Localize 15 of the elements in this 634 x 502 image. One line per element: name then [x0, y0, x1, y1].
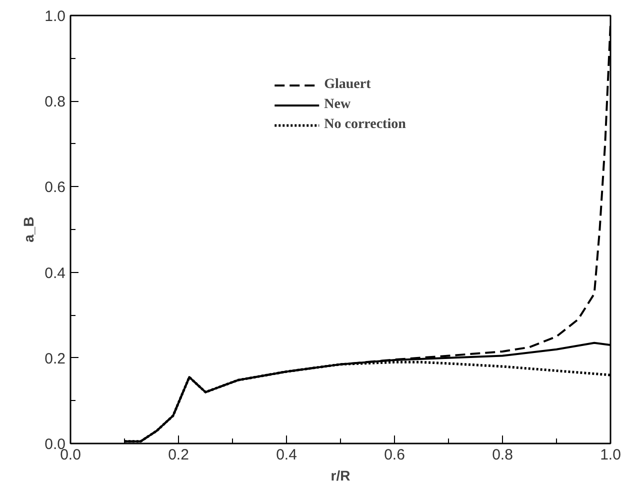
x-axis-title: r/R — [330, 468, 350, 484]
legend-label: New — [324, 97, 351, 113]
y-tick-label: 0.4 — [44, 264, 66, 282]
y-tick-label: 1.0 — [44, 8, 66, 25]
legend-label: Glauert — [324, 77, 371, 93]
y-tick-label: 0.2 — [44, 350, 66, 368]
x-tick-label: 0.4 — [276, 446, 297, 464]
y-tick-label: 0.8 — [44, 94, 66, 111]
x-tick-label: 0.6 — [384, 446, 405, 464]
y-axis-title: a_B — [20, 216, 37, 242]
x-tick-label: 0.8 — [492, 446, 513, 464]
x-tick-label: 0.2 — [168, 446, 189, 464]
legend-label: No correction — [324, 117, 406, 133]
x-tick-label: 1.0 — [600, 446, 621, 464]
y-tick-label: 0.6 — [44, 179, 66, 196]
